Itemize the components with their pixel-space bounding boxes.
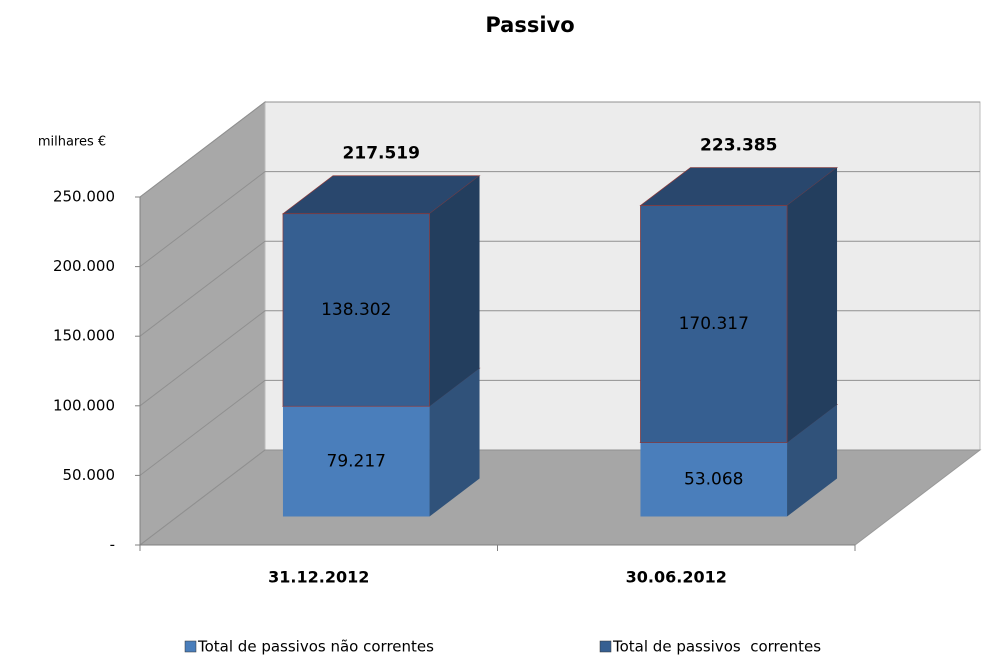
x-tick-label: 31.12.2012 [268, 568, 369, 587]
bar [282, 406, 430, 517]
legend-label: Total de passivos não correntes [197, 638, 434, 656]
value-label: 138.302 [321, 300, 391, 320]
bar-side [787, 404, 838, 517]
bar [640, 442, 788, 517]
legend-swatch [184, 640, 197, 653]
legend-label: Total de passivos correntes [612, 638, 821, 656]
legend-swatch [599, 640, 612, 653]
y-tick-label: 50.000 [63, 466, 116, 484]
y-tick-label: 100.000 [53, 396, 115, 414]
value-label: 79.217 [327, 451, 386, 471]
bar-side [787, 167, 838, 443]
bar-side [429, 368, 480, 517]
y-tick-label: - [110, 536, 115, 554]
total-label: 223.385 [700, 136, 777, 156]
y-tick-label: 200.000 [53, 257, 115, 275]
y-tick-label: 250.000 [53, 188, 115, 206]
grid-line [139, 101, 980, 198]
y-axis-label: milhares € [38, 135, 106, 150]
floor [138, 449, 982, 546]
chart-title: Passivo [485, 13, 574, 37]
total-label: 217.519 [343, 144, 420, 164]
value-label: 170.317 [679, 314, 749, 334]
bar [640, 205, 788, 443]
value-label: 53.068 [684, 470, 743, 490]
bar [282, 213, 430, 407]
bar-side [429, 175, 480, 407]
y-tick-label: 150.000 [53, 327, 115, 345]
x-tick-label: 30.06.2012 [626, 568, 727, 587]
